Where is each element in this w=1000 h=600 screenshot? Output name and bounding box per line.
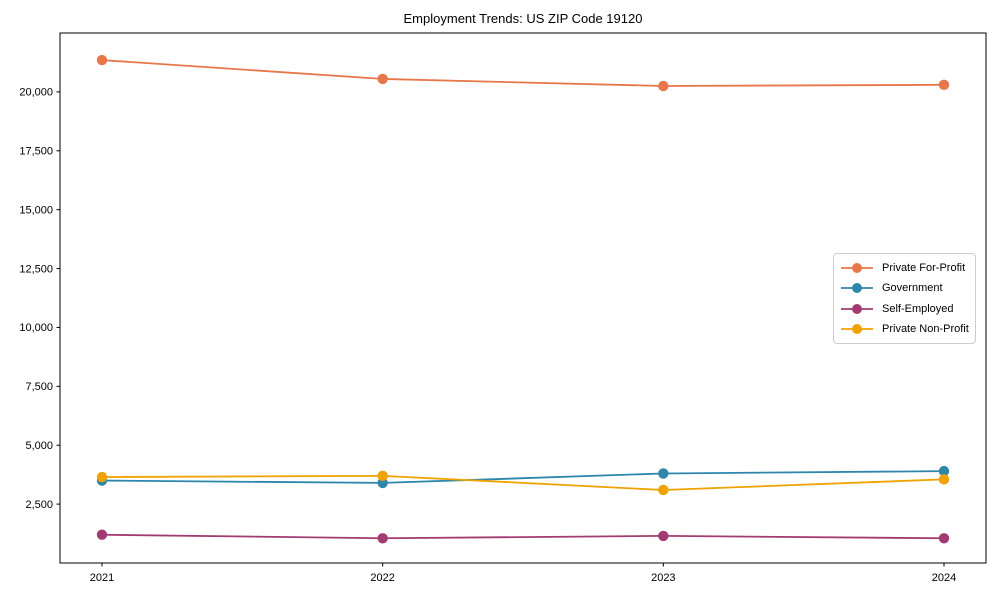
y-tick-label: 2,500 [25, 499, 53, 511]
y-tick-label: 17,500 [19, 146, 53, 158]
data-point-marker [96, 529, 108, 540]
legend-line-marker-icon [841, 263, 873, 274]
chart-title: Employment Trends: US ZIP Code 19120 [403, 11, 643, 26]
y-tick-label: 5,000 [25, 440, 53, 452]
y-tick-label: 20,000 [19, 87, 53, 99]
legend-label: Private Non-Profit [882, 322, 969, 335]
series-line [101, 470, 945, 484]
data-point-marker [658, 80, 669, 92]
y-tick-label: 10,000 [19, 322, 53, 334]
x-tick-label: 2024 [932, 572, 956, 584]
legend-line-marker-icon [841, 303, 873, 314]
data-point-marker [377, 533, 388, 544]
x-tick-label: 2021 [90, 572, 114, 584]
series-line [101, 59, 945, 87]
chart-legend: Private For-Profit Government Self-Employe… [833, 253, 976, 344]
y-tick-label: 12,500 [19, 263, 53, 275]
data-point-marker [377, 73, 388, 85]
legend-label: Private For-Profit [882, 262, 966, 275]
data-point-marker [658, 530, 669, 542]
legend-item: Self-Employed [840, 299, 969, 318]
data-point-marker [377, 470, 388, 482]
legend-label: Government [882, 282, 943, 295]
series-line [101, 474, 945, 491]
x-tick-label: 2022 [370, 572, 394, 584]
data-point-marker [938, 465, 950, 477]
data-point-marker [96, 54, 108, 66]
legend-item: Private For-Profit [840, 259, 969, 278]
plot-area-border [59, 32, 987, 564]
series-line [101, 533, 945, 540]
data-point-marker [938, 533, 950, 544]
legend-line-marker-icon [841, 323, 873, 334]
data-point-marker [96, 471, 108, 483]
data-point-marker [658, 484, 669, 496]
data-point-marker [938, 474, 950, 485]
y-tick-label: 15,000 [19, 204, 53, 216]
data-point-marker [658, 468, 669, 479]
x-tick-label: 2023 [651, 572, 675, 584]
data-point-marker [938, 79, 950, 91]
legend-line-marker-icon [841, 283, 873, 294]
legend-item: Private Non-Profit [840, 319, 969, 338]
legend-item: Government [840, 279, 969, 298]
legend-label: Self-Employed [882, 302, 954, 315]
y-tick-label: 7,500 [25, 381, 53, 393]
